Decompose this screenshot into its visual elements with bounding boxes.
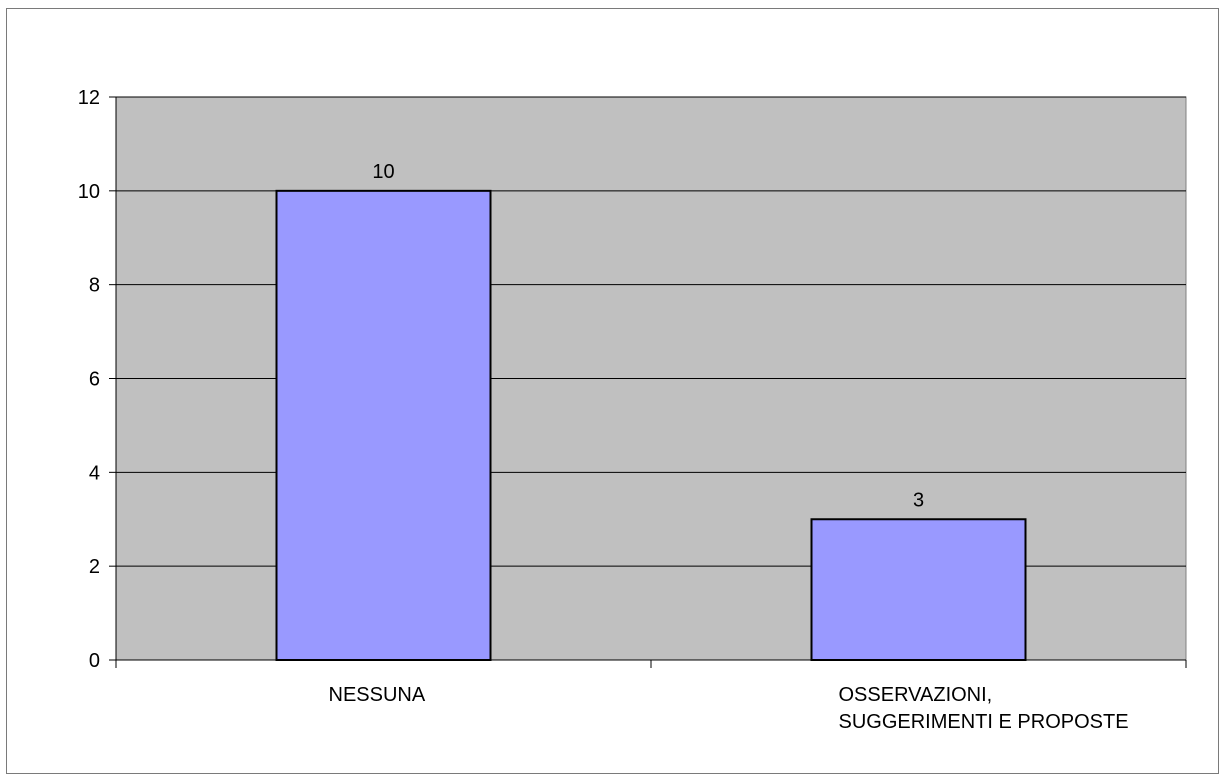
category-label: NESSUNA xyxy=(329,684,426,706)
bar xyxy=(275,189,492,661)
y-tick-label: 0 xyxy=(89,650,100,672)
y-tick-label: 10 xyxy=(78,181,100,203)
y-tick-label: 2 xyxy=(89,556,100,578)
category-label: SUGGERIMENTI E PROPOSTE xyxy=(839,711,1129,733)
bar xyxy=(810,518,1027,661)
y-tick-label: 4 xyxy=(89,462,100,484)
category-label: OSSERVAZIONI, xyxy=(839,684,993,706)
y-tick-label: 12 xyxy=(78,87,100,109)
data-label: 10 xyxy=(372,161,394,183)
y-tick-label: 8 xyxy=(89,275,100,297)
y-tick-label: 6 xyxy=(89,369,100,391)
data-label: 3 xyxy=(913,489,924,511)
